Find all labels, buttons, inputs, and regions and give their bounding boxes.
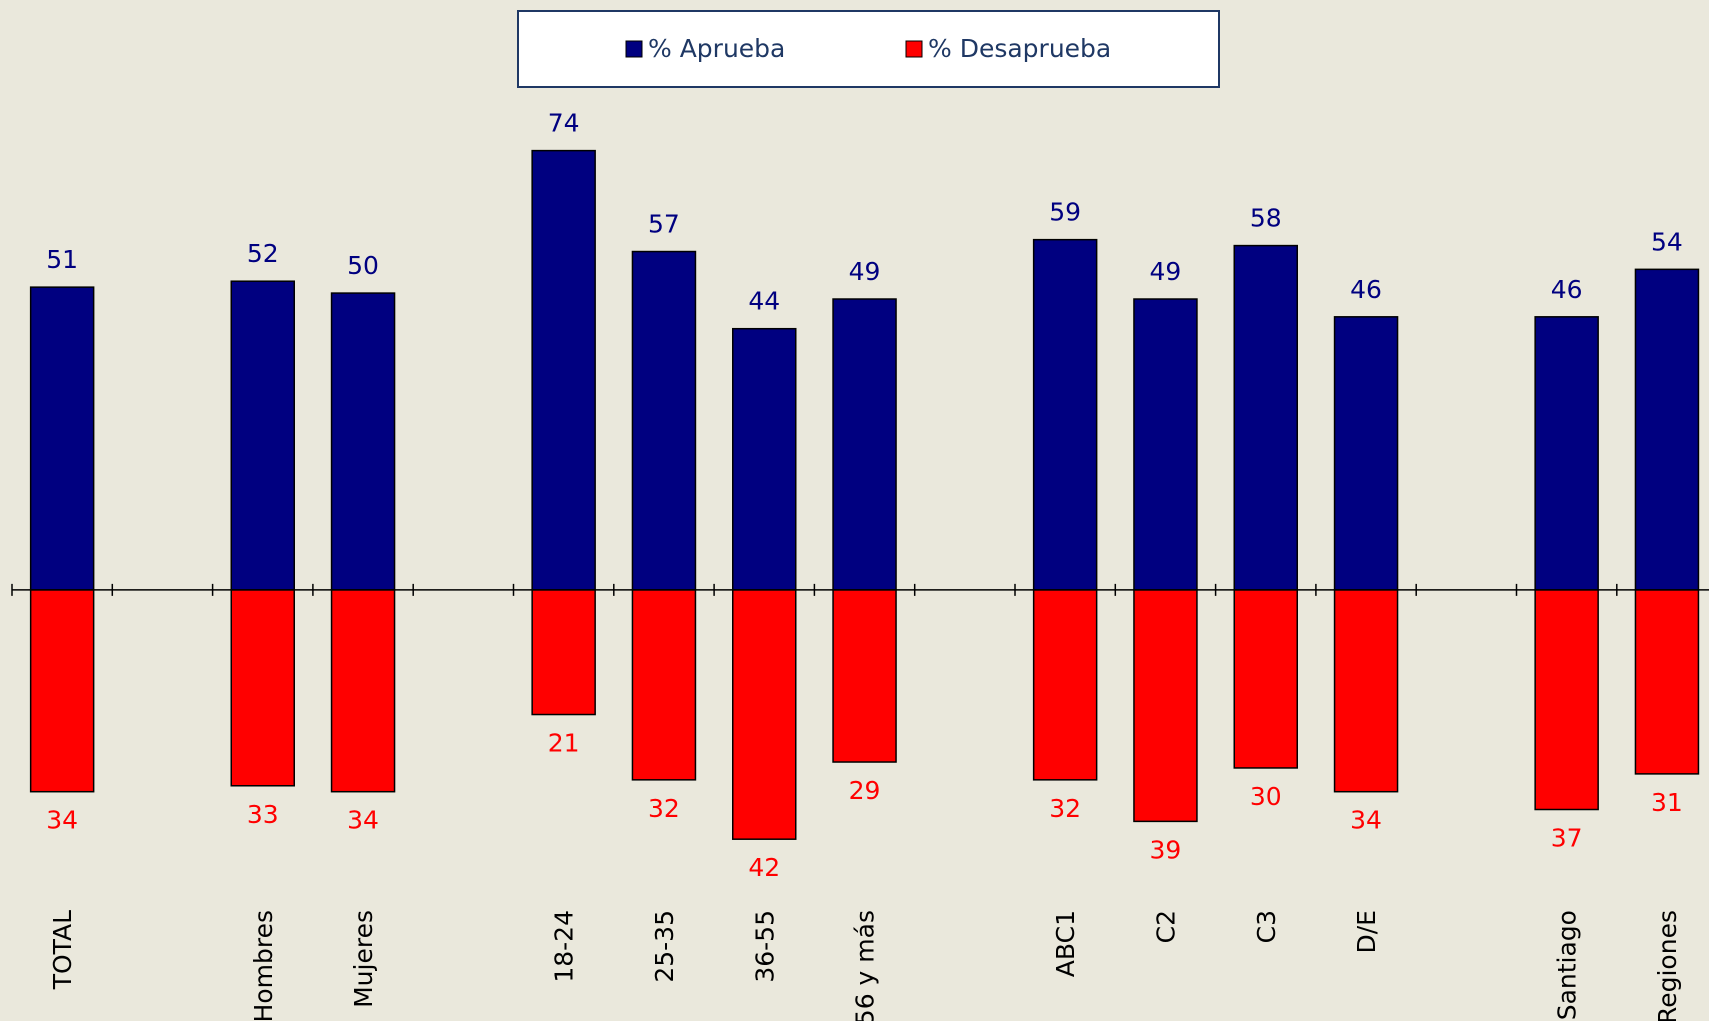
bar [1333, 589, 1399, 793]
x-tick-label: ABC1 [1051, 910, 1080, 977]
x-tick-label: Hombres [249, 910, 278, 1021]
bar [1333, 316, 1399, 591]
data-label: 59 [1049, 198, 1081, 227]
data-label: 46 [1350, 275, 1382, 304]
data-label: 49 [849, 257, 881, 286]
bar [732, 589, 797, 840]
data-label: 39 [1150, 835, 1182, 864]
bar [631, 589, 697, 781]
data-label: 34 [46, 806, 78, 835]
bar [230, 280, 295, 591]
bar [531, 589, 596, 716]
data-label: 29 [849, 776, 881, 805]
bar [1233, 589, 1298, 769]
x-tick-label: 36-55 [750, 910, 779, 983]
data-label: 30 [1250, 782, 1282, 811]
bar [1634, 268, 1700, 591]
x-tick-label: C2 [1151, 910, 1180, 943]
data-label: 50 [347, 251, 379, 280]
data-label: 51 [46, 245, 78, 274]
data-label: 37 [1551, 824, 1583, 853]
bar [1032, 589, 1098, 781]
data-label: 46 [1551, 275, 1583, 304]
x-tick-label: TOTAL [48, 910, 77, 990]
x-tick-label: 56 y más [851, 910, 880, 1021]
data-label: 49 [1150, 257, 1182, 286]
legend-label: % Aprueba [648, 34, 785, 63]
bar [1634, 589, 1700, 775]
bar [330, 589, 396, 793]
x-tick-label: Regiones [1653, 910, 1682, 1021]
data-label: 32 [648, 794, 680, 823]
data-label: 52 [247, 239, 279, 268]
data-label: 54 [1651, 227, 1683, 256]
data-label: 57 [648, 210, 680, 239]
x-tick-label: Santiago [1553, 910, 1582, 1020]
bar [1233, 244, 1298, 591]
data-label: 74 [548, 109, 580, 138]
bar [1032, 238, 1098, 591]
legend-box [517, 10, 1220, 88]
x-tick-label: 25-35 [650, 910, 679, 983]
bar [330, 292, 396, 591]
legend-label: % Desaprueba [928, 34, 1111, 63]
data-label: 31 [1651, 788, 1683, 817]
data-label: 34 [1350, 806, 1382, 835]
data-label: 34 [347, 806, 379, 835]
data-label: 33 [247, 800, 279, 829]
bar [732, 327, 797, 591]
bar [230, 589, 295, 787]
bar [631, 250, 697, 591]
bar [29, 286, 95, 591]
bar [832, 589, 897, 763]
bar [1133, 298, 1198, 591]
legend-swatch [625, 40, 643, 58]
data-label: 58 [1250, 204, 1282, 233]
bar [1133, 589, 1198, 823]
bar [29, 589, 95, 793]
data-label: 42 [748, 853, 780, 882]
data-label: 21 [548, 729, 580, 758]
bar [1534, 316, 1599, 591]
bar [832, 298, 897, 591]
x-tick-label: C3 [1252, 910, 1281, 943]
data-label: 32 [1049, 794, 1081, 823]
x-tick-label: Mujeres [349, 910, 378, 1008]
bar [1534, 589, 1599, 811]
x-tick-label: D/E [1352, 910, 1381, 953]
bar [531, 149, 596, 591]
legend-swatch [905, 40, 923, 58]
data-label: 44 [748, 287, 780, 316]
x-tick-label: 18-24 [550, 910, 579, 983]
